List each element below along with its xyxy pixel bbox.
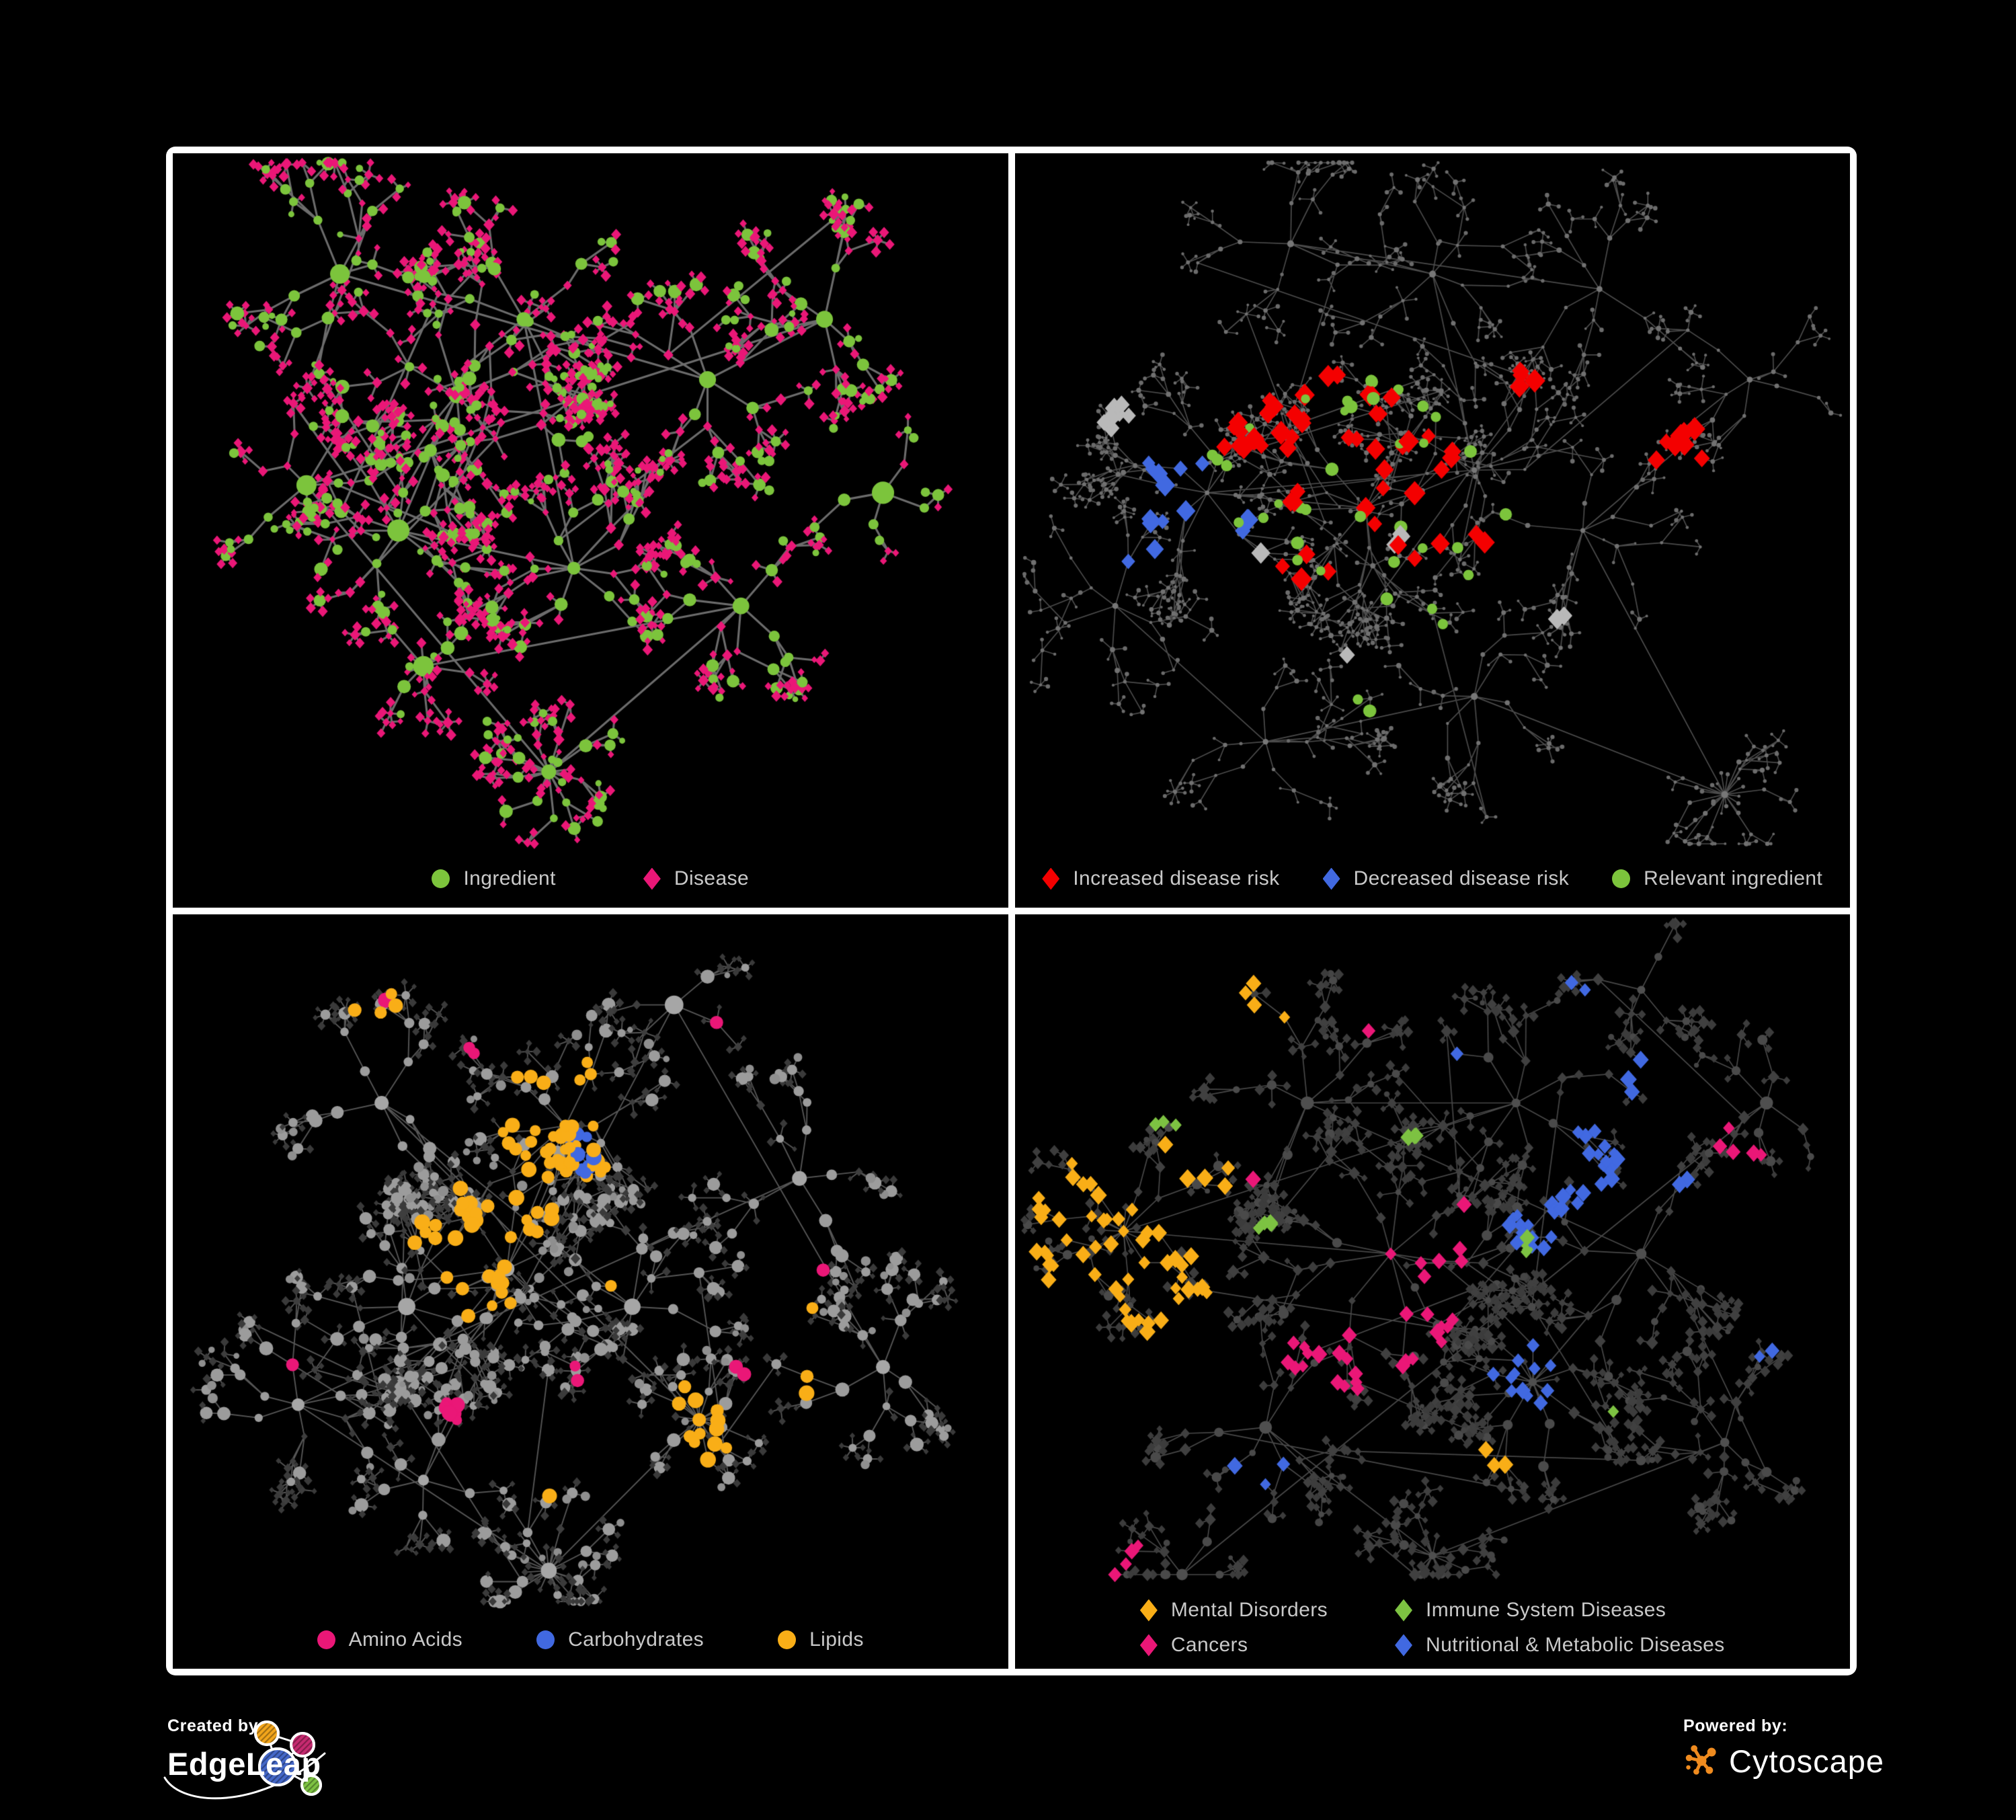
legend-item-immune-system-diseases: Immune System Diseases: [1395, 1599, 1666, 1622]
panel-grid: Ingredient Disease Increased disease risk…: [166, 147, 1857, 1675]
edgeleap-logo: EdgeLeap: [163, 1720, 450, 1810]
diamond-swatch-icon: [1395, 1634, 1412, 1657]
diamond-swatch-icon: [1139, 1599, 1158, 1622]
legend-label: Increased disease risk: [1073, 867, 1280, 889]
legend-label: Disease: [674, 867, 750, 889]
legend-label: Carbohydrates: [568, 1628, 704, 1651]
network-graph-ingredient-disease: [173, 153, 1008, 908]
panel-disease-risk: Increased disease risk Decreased disease …: [1014, 153, 1851, 908]
legend-label: Immune System Diseases: [1426, 1599, 1666, 1621]
legend-item-carbohydrates: Carbohydrates: [536, 1628, 704, 1651]
legend-label: Cancers: [1170, 1634, 1248, 1656]
panel-nutrient-classes: Amino Acids Carbohydrates Lipids: [173, 914, 1008, 1669]
created-by-block: Created by:: [163, 1716, 450, 1810]
legend-label: Amino Acids: [348, 1628, 463, 1651]
legend-item-nutritional-metabolic-diseases: Nutritional & Metabolic Diseases: [1395, 1634, 1725, 1657]
legend-item-amino-acids: Amino Acids: [317, 1628, 462, 1651]
legend-label: Ingredient: [463, 867, 556, 889]
legend-label: Lipids: [809, 1628, 864, 1651]
legend-item-relevant-ingredient: Relevant ingredient: [1612, 867, 1822, 890]
edgeleap-logo-text: EdgeLeap: [167, 1746, 321, 1782]
legend-label: Relevant ingredient: [1644, 867, 1823, 889]
legend-item-decreased-disease-risk: Decreased disease risk: [1322, 867, 1570, 890]
legend-item-increased-disease-risk: Increased disease risk: [1042, 867, 1279, 890]
legend-disease-classes: Mental Disorders Immune System Diseases Ca…: [1139, 1599, 1725, 1657]
diamond-swatch-icon: [1322, 867, 1340, 890]
network-graph-nutrient-classes: [173, 914, 1008, 1669]
network-graph-disease-risk: [1014, 153, 1850, 908]
legend-label: Decreased disease risk: [1353, 867, 1570, 889]
powered-by-block: Powered by:: [1683, 1716, 1884, 1780]
legend-item-mental-disorders: Mental Disorders: [1139, 1599, 1328, 1622]
panel-ingredient-disease: Ingredient Disease: [173, 153, 1008, 908]
legend-ingredient-disease: Ingredient Disease: [173, 867, 1008, 890]
powered-by-label: Powered by:: [1683, 1716, 1788, 1735]
edgeleap-logo-icon: [163, 1720, 326, 1800]
legend-item-lipids: Lipids: [778, 1628, 864, 1651]
legend-label: Nutritional & Metabolic Diseases: [1426, 1634, 1725, 1656]
legend-disease-risk: Increased disease risk Decreased disease …: [1015, 867, 1851, 890]
cytoscape-logo-icon: [1685, 1745, 1716, 1775]
legend-item-disease: Disease: [643, 867, 749, 890]
diamond-swatch-icon: [1395, 1599, 1412, 1622]
cytoscape-logo-text: Cytoscape: [1729, 1743, 1885, 1779]
diamond-swatch-icon: [1042, 867, 1060, 890]
circle-swatch-icon: [1612, 869, 1631, 888]
circle-swatch-icon: [536, 1630, 555, 1649]
diamond-swatch-icon: [1139, 1634, 1158, 1657]
panel-disease-classes: Mental Disorders Immune System Diseases Ca…: [1014, 914, 1850, 1669]
diamond-swatch-icon: [643, 867, 661, 890]
legend-nutrient-classes: Amino Acids Carbohydrates Lipids: [173, 1628, 1008, 1651]
circle-swatch-icon: [317, 1630, 335, 1649]
created-by-label: Created by:: [167, 1716, 265, 1735]
legend-item-cancers: Cancers: [1139, 1634, 1248, 1657]
legend-label: Mental Disorders: [1170, 1599, 1328, 1621]
circle-swatch-icon: [432, 869, 450, 888]
legend-item-ingredient: Ingredient: [432, 867, 555, 890]
network-graph-disease-classes: [1014, 914, 1850, 1669]
circle-swatch-icon: [778, 1630, 797, 1649]
